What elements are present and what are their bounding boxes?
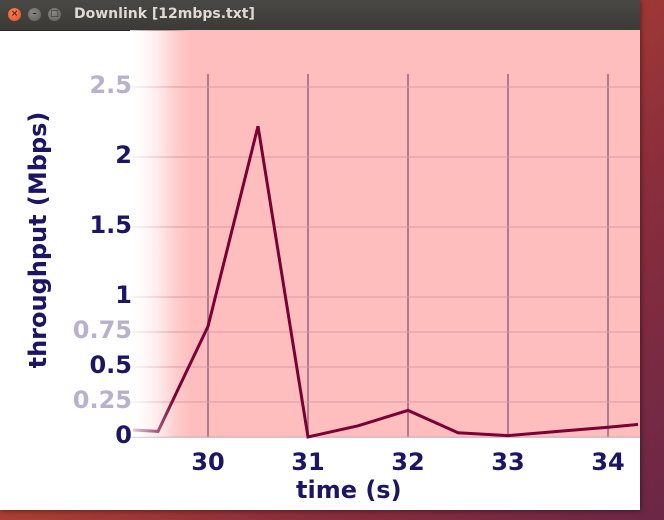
plot-area bbox=[130, 30, 640, 438]
throughput-series-line bbox=[132, 125, 639, 439]
y-tick-label: 2 bbox=[115, 141, 132, 169]
app-window: × – □ Downlink [12mbps.txt] 0 0.25 0.5 0.75… bbox=[0, 0, 640, 504]
y-axis-label: throughput (Mbps) bbox=[24, 111, 52, 369]
y-tick-label: 0.75 bbox=[72, 316, 132, 344]
y-tick-label: 1.5 bbox=[89, 211, 132, 239]
x-tick-label: 31 bbox=[291, 448, 325, 476]
y-tick-label: 0.25 bbox=[72, 386, 132, 414]
title-bar[interactable]: × – □ Downlink [12mbps.txt] bbox=[0, 0, 640, 31]
window-title: Downlink [12mbps.txt] bbox=[74, 6, 255, 22]
x-tick-label: 32 bbox=[391, 448, 425, 476]
maximize-icon[interactable]: □ bbox=[48, 8, 61, 21]
x-tick-label: 33 bbox=[491, 448, 525, 476]
minimize-icon[interactable]: – bbox=[28, 8, 41, 21]
x-tick-label: 34 bbox=[591, 448, 625, 476]
y-tick-label: 0 bbox=[115, 421, 132, 449]
x-axis-label: time (s) bbox=[296, 476, 402, 504]
x-tick-label: 30 bbox=[191, 448, 225, 476]
y-tick-label: 0.5 bbox=[89, 351, 132, 379]
y-tick-label: 2.5 bbox=[89, 71, 132, 99]
y-tick-label: 1 bbox=[115, 281, 132, 309]
left-fade-overlay bbox=[130, 30, 175, 437]
close-icon[interactable]: × bbox=[8, 8, 21, 21]
throughput-chart bbox=[130, 30, 640, 439]
